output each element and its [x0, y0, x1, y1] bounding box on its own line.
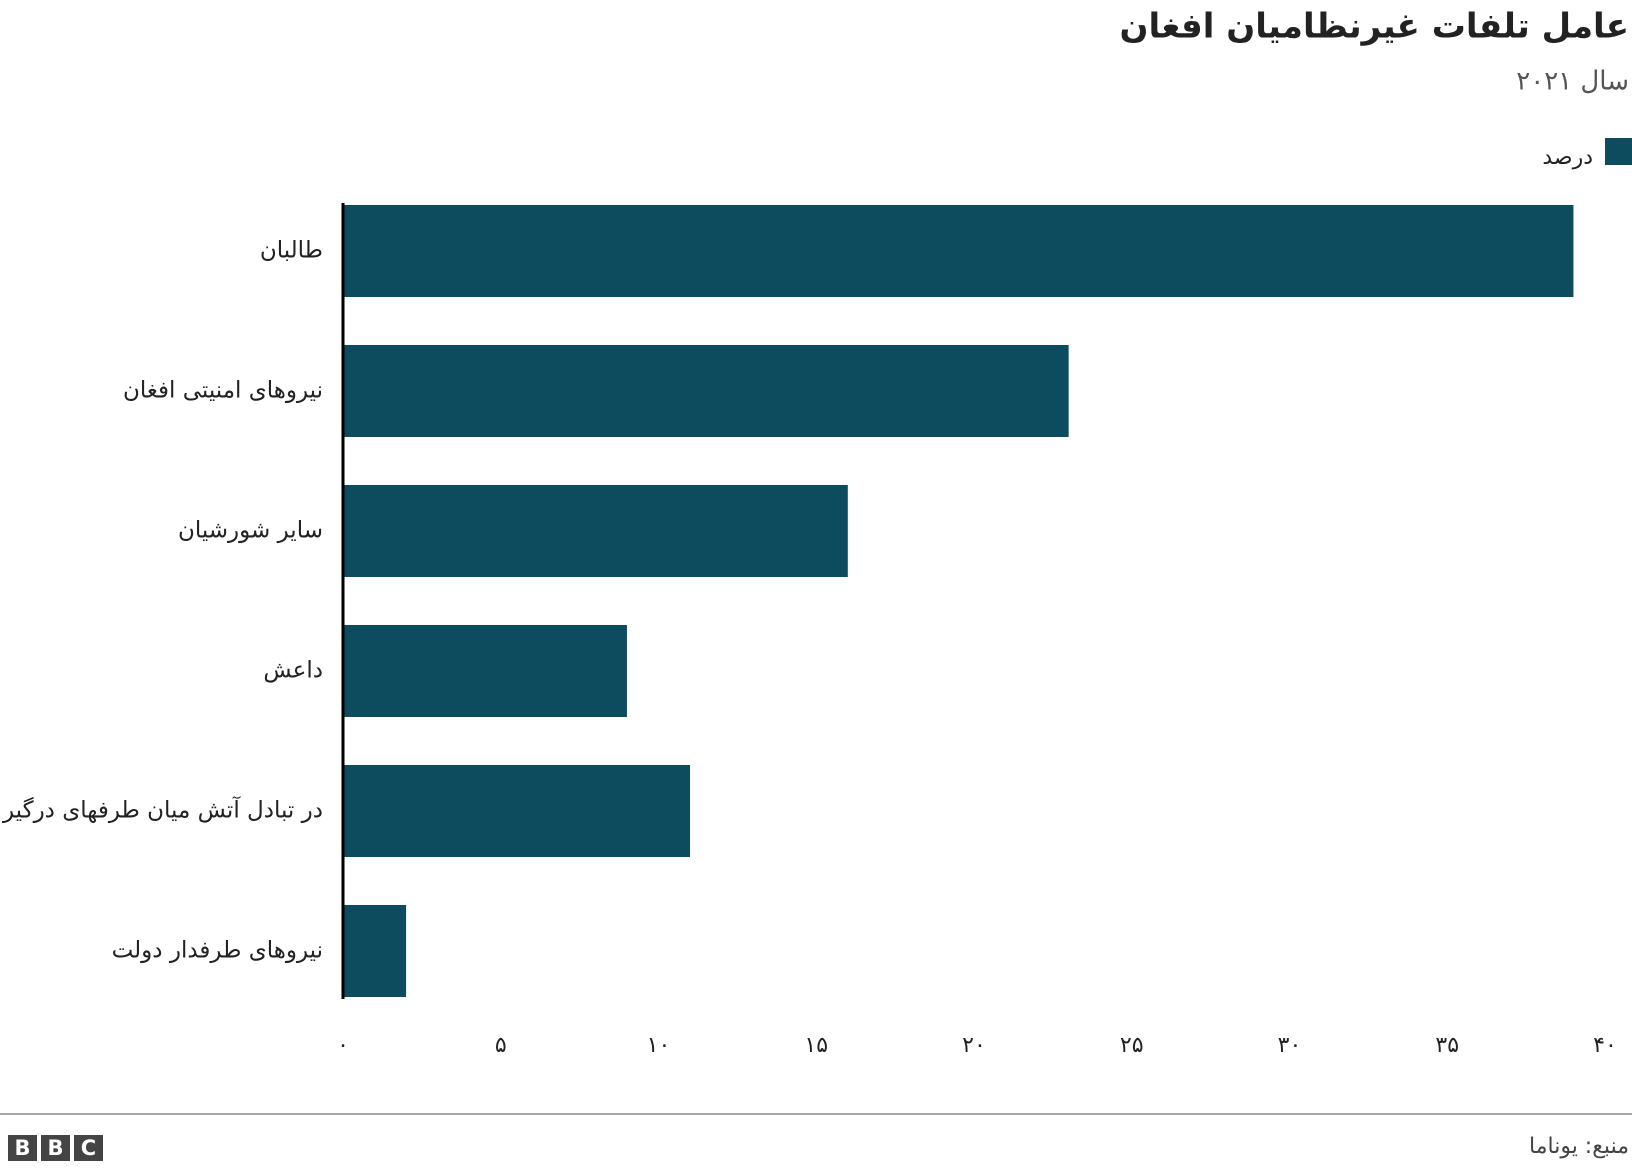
- x-tick-label: ۰: [337, 1033, 349, 1058]
- legend-label: درصد: [1542, 145, 1593, 170]
- bar: [343, 345, 1069, 437]
- y-tick-label: نیروهای امنیتی افغان: [123, 378, 323, 404]
- logo-box: [8, 1135, 37, 1161]
- x-tick-label: ۱۵: [804, 1033, 828, 1058]
- y-tick-label: طالبان: [260, 238, 323, 264]
- bar: [343, 485, 848, 577]
- x-tick-label: ۳۵: [1435, 1033, 1459, 1058]
- x-tick-label: ۵: [495, 1033, 507, 1058]
- bar: [343, 205, 1574, 297]
- logo-letter: C: [81, 1136, 96, 1160]
- legend-swatch: [1605, 138, 1632, 165]
- x-tick-label: ۱۰: [647, 1033, 671, 1058]
- bar: [343, 625, 627, 717]
- source: منبع: یوناما: [1529, 1134, 1629, 1159]
- x-tick-label: ۳۰: [1278, 1033, 1302, 1058]
- x-tick-label: ۴۰: [1593, 1033, 1617, 1058]
- x-tick-label: ۲۰: [962, 1033, 986, 1058]
- chart-title: عامل تلفات غیرنظامیان افغان: [1120, 7, 1629, 47]
- logo-box: [41, 1135, 70, 1161]
- y-tick-label: داعش: [263, 658, 323, 684]
- bar: [343, 905, 407, 997]
- y-tick-label: سایر شورشیان: [178, 518, 323, 544]
- logo-letter: B: [14, 1136, 30, 1160]
- bar: [343, 765, 691, 857]
- y-tick-label: در تبادل آتش میان طرفهای درگیر: [2, 796, 323, 824]
- chart-subtitle: سال ۲۰۲۱: [1516, 67, 1629, 97]
- x-tick-label: ۲۵: [1120, 1033, 1144, 1058]
- logo-letter: B: [47, 1136, 63, 1160]
- logo-box: [74, 1135, 103, 1161]
- y-tick-label: نیروهای طرفدار دولت: [112, 938, 323, 964]
